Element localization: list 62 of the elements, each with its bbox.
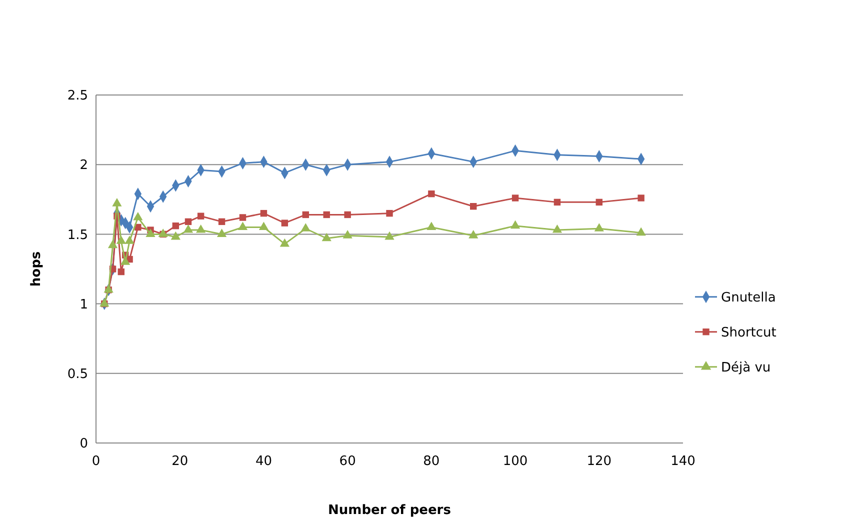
point bbox=[104, 284, 114, 293]
point bbox=[120, 256, 130, 265]
point bbox=[636, 227, 646, 236]
x-tick-label: 80 bbox=[423, 454, 440, 469]
point bbox=[239, 214, 246, 221]
point bbox=[596, 198, 602, 206]
point bbox=[281, 220, 288, 226]
point bbox=[428, 190, 435, 198]
point bbox=[426, 222, 436, 230]
point bbox=[124, 236, 134, 244]
point bbox=[112, 198, 122, 206]
point bbox=[554, 198, 561, 206]
point bbox=[133, 212, 143, 220]
y-tick-label: 0 bbox=[80, 436, 88, 452]
point bbox=[638, 194, 644, 202]
point bbox=[512, 194, 519, 202]
point bbox=[323, 211, 330, 218]
x-axis-title: Number of peers bbox=[328, 503, 452, 518]
y-tick-label: 2.5 bbox=[67, 88, 88, 104]
point bbox=[322, 232, 332, 242]
point bbox=[183, 224, 194, 233]
point bbox=[260, 210, 268, 217]
point bbox=[170, 231, 180, 240]
point bbox=[468, 230, 478, 238]
point bbox=[258, 222, 269, 230]
x-tick-label: 60 bbox=[339, 454, 356, 469]
point bbox=[216, 228, 227, 237]
point bbox=[116, 236, 126, 244]
y-tick-label: 1 bbox=[80, 297, 88, 312]
point bbox=[146, 228, 156, 237]
legend-label: Shortcut bbox=[721, 325, 776, 340]
point bbox=[118, 268, 125, 276]
y-tick-label: 1.5 bbox=[67, 228, 88, 243]
x-tick-label: 120 bbox=[586, 454, 612, 469]
x-tick-label: 20 bbox=[172, 454, 188, 469]
x-tick-label: 40 bbox=[255, 454, 272, 469]
point bbox=[510, 220, 520, 229]
point bbox=[184, 218, 192, 226]
point bbox=[386, 210, 393, 217]
point bbox=[342, 230, 352, 238]
y-tick-label: 2 bbox=[80, 158, 88, 174]
point bbox=[302, 211, 309, 218]
point bbox=[196, 224, 206, 233]
point bbox=[218, 218, 226, 226]
point bbox=[172, 222, 180, 230]
point bbox=[197, 212, 204, 220]
y-tick-label: 0.5 bbox=[67, 366, 88, 382]
legend-label: Déjà vu bbox=[721, 360, 771, 376]
point bbox=[384, 231, 394, 240]
point bbox=[238, 222, 248, 230]
y-axis-title: hops bbox=[29, 251, 44, 287]
point bbox=[300, 223, 310, 232]
point bbox=[552, 224, 562, 233]
point bbox=[594, 223, 604, 232]
point bbox=[280, 238, 290, 247]
point bbox=[470, 203, 477, 210]
point bbox=[344, 211, 351, 218]
x-tick-label: 140 bbox=[670, 454, 696, 469]
x-tick-label: 100 bbox=[502, 454, 528, 469]
x-tick-label: 0 bbox=[92, 454, 100, 469]
point bbox=[108, 240, 118, 248]
legend-label: Gnutella bbox=[721, 290, 776, 306]
